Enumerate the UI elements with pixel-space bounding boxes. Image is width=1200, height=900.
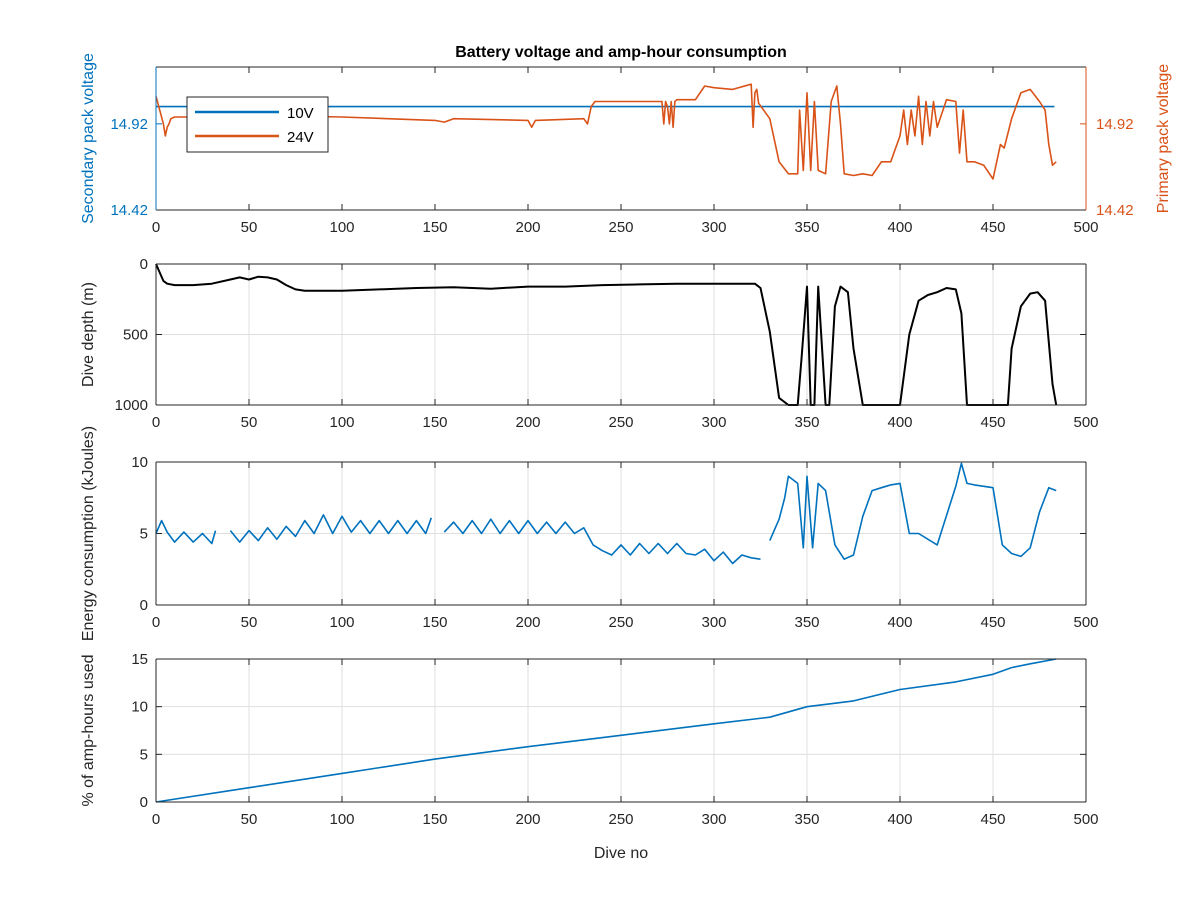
- x-tick-label: 250: [608, 811, 633, 828]
- x-tick-label: 350: [794, 811, 819, 828]
- x-tick-label: 50: [241, 414, 258, 431]
- x-tick-label: 0: [152, 811, 160, 828]
- x-tick-label: 200: [515, 614, 540, 631]
- x-tick-label: 150: [422, 811, 447, 828]
- y-tick-label: 10: [131, 454, 148, 471]
- y-tick-label: 1000: [115, 397, 148, 414]
- y-tick-label: 14.92: [110, 116, 148, 133]
- x-axis-label: Dive no: [594, 845, 648, 862]
- subplot-1: 0 50 100 150 200 250 300 350 400 450 50014.4214.92…: [80, 53, 1172, 236]
- x-tick-label: 500: [1073, 414, 1098, 431]
- x-tick-label: 200: [515, 414, 540, 431]
- legend-label: 24V: [287, 129, 314, 146]
- x-tick-label: 450: [980, 219, 1005, 236]
- x-tick-label: 300: [701, 219, 726, 236]
- x-tick-label: 450: [980, 414, 1005, 431]
- x-tick-label: 500: [1073, 219, 1098, 236]
- y-right-axis-label: Primary pack voltage: [1155, 64, 1172, 213]
- x-tick-label: 200: [515, 219, 540, 236]
- x-tick-label: 450: [980, 811, 1005, 828]
- chart-title: Battery voltage and amp-hour consumption: [455, 44, 787, 61]
- y-tick-label: 0: [140, 256, 148, 273]
- x-tick-label: 150: [422, 614, 447, 631]
- y-axis-label: Energy consumption (kJoules): [80, 426, 97, 641]
- y-tick-label: 15: [131, 651, 148, 668]
- x-tick-label: 500: [1073, 614, 1098, 631]
- x-tick-label: 300: [701, 414, 726, 431]
- subplot-4: 0 50 100 150 200 250 300 350 400 450 500 0 5 10 15 % of…: [80, 651, 1099, 862]
- x-tick-label: 350: [794, 414, 819, 431]
- y-right-tick-label: 14.92: [1096, 116, 1134, 133]
- x-tick-label: 0: [152, 414, 160, 431]
- x-tick-label: 200: [515, 811, 540, 828]
- subplot-3: 0 50 100 150 200 250 300 350 400 450 500 0 5 10 Energy…: [80, 426, 1099, 641]
- x-tick-label: 250: [608, 414, 633, 431]
- subplot-2: 0 50 100 150 200 250 300 350 400 450 500 0 500 1000 Di…: [80, 256, 1099, 431]
- x-tick-label: 150: [422, 414, 447, 431]
- x-tick-label: 300: [701, 811, 726, 828]
- y-tick-label: 5: [140, 746, 148, 763]
- y-right-tick-label: 14.42: [1096, 202, 1134, 219]
- x-tick-label: 0: [152, 614, 160, 631]
- x-tick-label: 400: [887, 811, 912, 828]
- x-tick-label: 400: [887, 614, 912, 631]
- plots-container: 0 50 100 150 200 250 300 350 400 450 50014.4214.92…: [80, 53, 1172, 862]
- x-tick-label: 250: [608, 614, 633, 631]
- x-tick-label: 100: [329, 414, 354, 431]
- y-axis-label: Secondary pack voltage: [80, 53, 97, 224]
- x-tick-label: 50: [241, 614, 258, 631]
- y-axis-label: Dive depth (m): [80, 282, 97, 387]
- x-tick-label: 100: [329, 219, 354, 236]
- y-tick-label: 5: [140, 526, 148, 543]
- series-line-24v: [155, 83, 1057, 180]
- y-tick-label: 14.42: [110, 202, 148, 219]
- x-tick-label: 450: [980, 614, 1005, 631]
- x-tick-label: 100: [329, 811, 354, 828]
- y-tick-label: 0: [140, 597, 148, 614]
- x-tick-label: 300: [701, 614, 726, 631]
- x-tick-label: 350: [794, 614, 819, 631]
- y-tick-label: 0: [140, 794, 148, 811]
- x-tick-label: 50: [241, 811, 258, 828]
- series-line-s1: [155, 658, 1057, 803]
- x-tick-label: 150: [422, 219, 447, 236]
- x-tick-label: 100: [329, 614, 354, 631]
- x-tick-label: 400: [887, 219, 912, 236]
- legend-label: 10V: [287, 105, 314, 122]
- x-tick-label: 400: [887, 414, 912, 431]
- y-tick-label: 10: [131, 699, 148, 716]
- x-tick-label: 250: [608, 219, 633, 236]
- y-axis-label: % of amp-hours used: [80, 654, 97, 806]
- legend-box: [186, 96, 329, 153]
- x-tick-label: 0: [152, 219, 160, 236]
- y-tick-label: 500: [123, 327, 148, 344]
- x-tick-label: 350: [794, 219, 819, 236]
- x-tick-label: 50: [241, 219, 258, 236]
- series-line-s1: [155, 462, 1057, 565]
- x-tick-label: 500: [1073, 811, 1098, 828]
